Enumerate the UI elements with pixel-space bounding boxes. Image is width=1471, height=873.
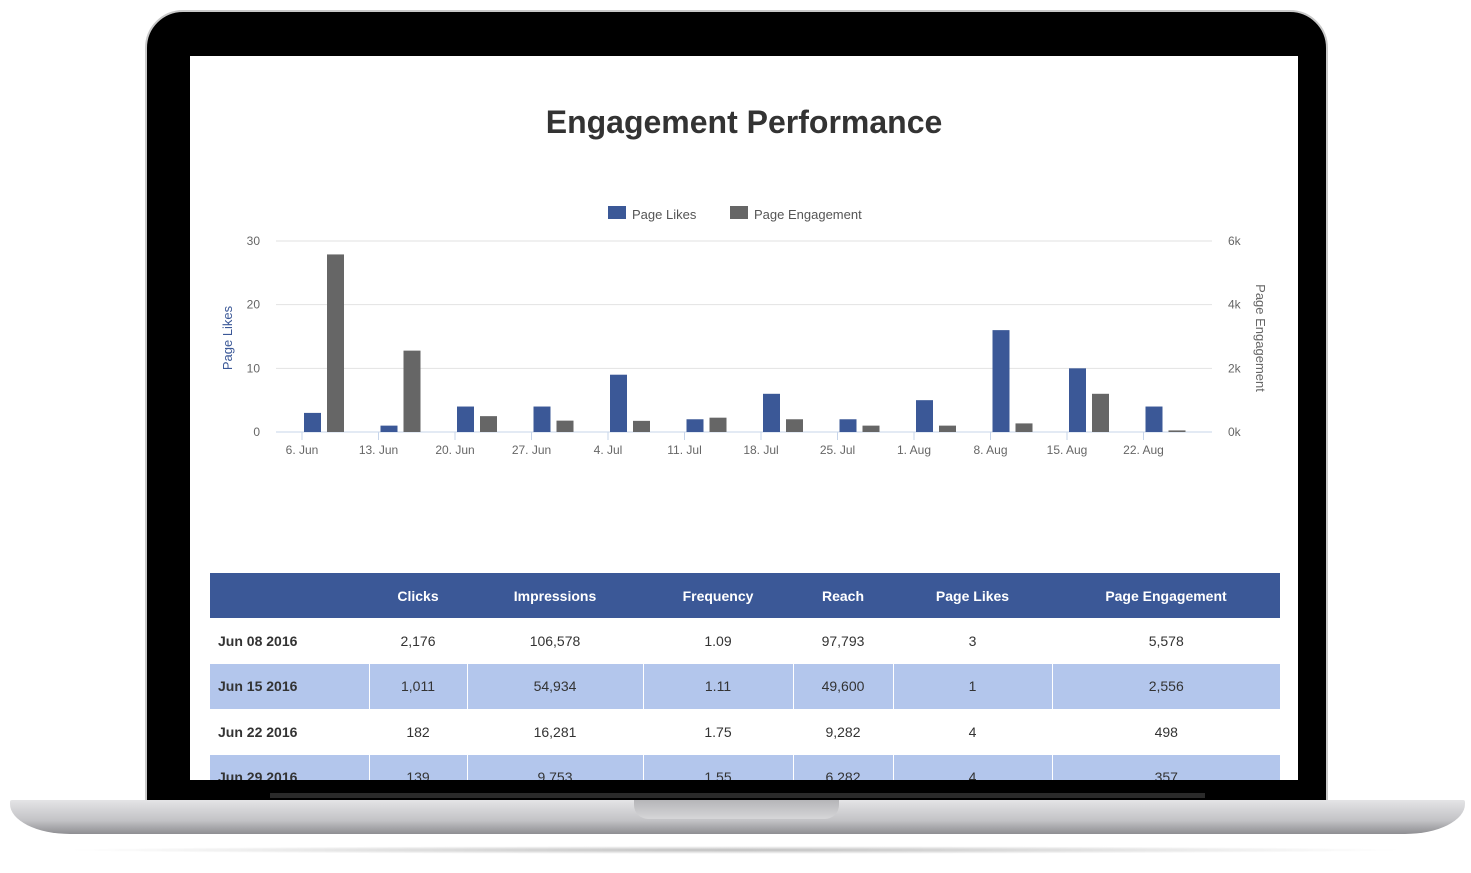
column-header[interactable]: Reach: [793, 573, 893, 618]
table-cell: 1.09: [642, 618, 793, 664]
page-likes-bar: [457, 406, 474, 432]
table-cell: 1.11: [642, 663, 793, 709]
x-tick-label: 11. Jul: [667, 443, 701, 457]
page-engagement-bar: [786, 419, 803, 432]
table-cell: 182: [368, 709, 467, 755]
x-tick-label: 13. Jun: [359, 443, 398, 457]
laptop-hinge: [270, 793, 1205, 798]
page-engagement-bar: [633, 420, 650, 432]
x-tick-label: 1. Aug: [897, 443, 931, 457]
page-likes-bar: [686, 419, 704, 432]
page-engagement-bar: [1092, 393, 1109, 432]
table-cell: 9,753: [466, 754, 643, 780]
table-row: Jun 15 2016 1,011 54,934 1.11 49,600 1 2,556: [210, 663, 1280, 709]
y2-tick-label: 2k: [1228, 361, 1242, 375]
table-cell: 1: [892, 663, 1052, 709]
row-date: Jun 29 2016: [210, 754, 369, 780]
page-engagement-bar: [327, 254, 344, 432]
page-likes-bar: [763, 393, 780, 432]
table-cell: 54,934: [466, 663, 643, 709]
page-likes-bar: [1145, 406, 1163, 432]
table-cell: 1.75: [642, 709, 793, 755]
y-tick-label: 20: [247, 298, 261, 312]
table-cell: 2,176: [368, 618, 467, 664]
page-engagement-bar: [1168, 430, 1186, 432]
y-tick-label: 10: [247, 361, 261, 375]
page-likes-bar: [839, 419, 857, 432]
table-cell: 2,556: [1051, 663, 1280, 709]
column-header[interactable]: Page Likes: [893, 573, 1052, 618]
table-header-row: Clicks Impressions Frequency Reach Page Like…: [210, 573, 1280, 618]
table-cell: 106,578: [466, 618, 643, 664]
row-date: Jun 15 2016: [210, 663, 369, 709]
x-tick-label: 4. Jul: [594, 443, 623, 457]
x-tick-label: 27. Jun: [512, 443, 551, 457]
legend-label-page-likes: Page Likes: [632, 207, 697, 222]
data-table: Clicks Impressions Frequency Reach Page Like…: [210, 573, 1280, 780]
column-header[interactable]: Impressions: [467, 573, 643, 618]
x-tick-label: 6. Jun: [286, 443, 319, 457]
table-cell: 9,282: [792, 709, 893, 755]
screen: Engagement Performance 0 0k 10 2k 20 4k 30 6k 6.…: [190, 56, 1298, 780]
column-header[interactable]: Frequency: [643, 573, 793, 618]
column-header[interactable]: Page Engagement: [1052, 573, 1280, 618]
table-cell: 5,578: [1051, 618, 1280, 664]
x-tick-label: 8. Aug: [973, 443, 1007, 457]
page-title: Engagement Performance: [545, 104, 943, 140]
page-likes-bar: [1069, 368, 1086, 432]
page-likes-bar: [916, 400, 933, 432]
legend-swatch-page-likes: [608, 206, 626, 219]
page-engagement-bar: [480, 416, 497, 432]
y2-tick-label: 6k: [1228, 234, 1242, 248]
table-cell: 357: [1051, 754, 1280, 780]
page-likes-bar: [610, 374, 627, 432]
table-row: Jun 22 2016 182 16,281 1.75 9,282 4 498: [210, 709, 1280, 755]
y-tick-label: 0: [253, 425, 260, 439]
table-cell: 4: [892, 754, 1052, 780]
legend-label-page-engagement: Page Engagement: [754, 207, 862, 222]
row-date: Jun 22 2016: [218, 723, 298, 740]
y2-tick-label: 4k: [1228, 298, 1242, 312]
column-header[interactable]: Clicks: [369, 573, 467, 618]
laptop-notch: [634, 800, 839, 819]
y-axis-title: Page Likes: [220, 305, 235, 370]
table-row: Jun 29 2016 139 9,753 1.55 6,282 4 357: [210, 754, 1280, 780]
page-engagement-bar: [403, 350, 421, 432]
page-engagement-bar: [862, 425, 880, 432]
x-tick-label: 22. Aug: [1123, 443, 1164, 457]
y2-axis-title: Page Engagement: [1253, 284, 1268, 392]
table-row: Jun 08 2016 2,176 106,578 1.09 97,793 3 5,578: [210, 618, 1280, 664]
table-cell: 1.55: [642, 754, 793, 780]
table-cell: 139: [368, 754, 467, 780]
engagement-chart: 0 0k 10 2k 20 4k 30 6k 6. Jun 13. Jun 20. Jun 27. J…: [220, 206, 1268, 457]
table-cell: 3: [892, 618, 1052, 664]
page-likes-bar: [304, 412, 321, 432]
table-cell: 16,281: [466, 709, 643, 755]
table-cell: 49,600: [792, 663, 893, 709]
page-likes-bar: [533, 406, 551, 432]
legend-swatch-page-engagement: [730, 206, 748, 219]
y-tick-label: 30: [247, 234, 261, 248]
page-engagement-bar: [939, 425, 956, 432]
x-tick-label: 20. Jun: [435, 443, 474, 457]
row-date: Jun 08 2016: [218, 632, 298, 649]
page-likes-bar: [992, 330, 1010, 432]
page-likes-bar: [380, 425, 398, 432]
table-cell: 1,011: [368, 663, 467, 709]
x-tick-label: 15. Aug: [1047, 443, 1088, 457]
table-cell: 6,282: [792, 754, 893, 780]
x-tick-label: 25. Jul: [820, 443, 855, 457]
y2-tick-label: 0k: [1228, 425, 1242, 439]
column-header[interactable]: [210, 573, 369, 618]
page-engagement-bar: [1015, 423, 1033, 432]
table-cell: 4: [892, 709, 1052, 755]
x-tick-label: 18. Jul: [743, 443, 778, 457]
page-engagement-bar: [709, 417, 727, 432]
table-cell: 498: [1051, 709, 1280, 755]
table-cell: 97,793: [792, 618, 893, 664]
page-engagement-bar: [556, 420, 574, 432]
laptop-shadow: [60, 846, 1410, 854]
